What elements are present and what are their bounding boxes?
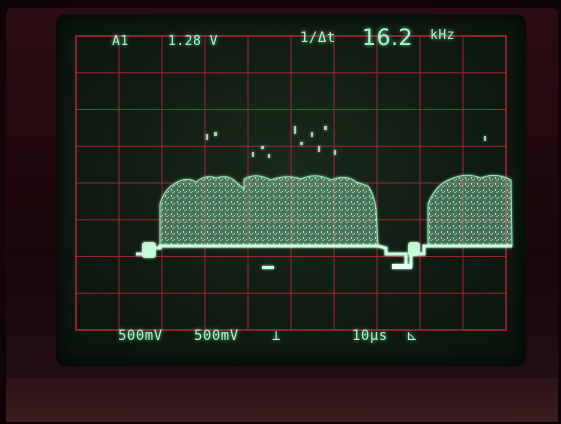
scope-graticule	[75, 35, 513, 331]
frequency-unit: kHz	[430, 28, 455, 43]
frequency-symbol: 1/Δt	[300, 30, 336, 46]
trace-marker-right	[408, 242, 420, 256]
level-readout: 1.28 V	[168, 34, 218, 49]
signal-trace	[136, 126, 513, 269]
trace-marker-left	[142, 242, 156, 258]
coupling-symbol: ⊥	[272, 328, 281, 344]
ground-marker	[262, 266, 274, 269]
ch1-scale: 500mV	[118, 328, 163, 344]
channel-label: A1	[112, 34, 129, 49]
scope-screen: A1 1.28 V 1/Δt 16.2 kHz 500mV 500mV ⊥ 10…	[56, 14, 526, 366]
scope-lower-panel	[6, 378, 558, 422]
trigger-symbol: ⊾	[406, 328, 419, 344]
graticule-lines	[76, 36, 506, 330]
ch2-scale: 500mV	[194, 328, 239, 344]
timebase-readout: 10µs	[352, 328, 388, 344]
frequency-value: 16.2	[362, 26, 413, 51]
trigger-level-marker	[392, 264, 412, 269]
